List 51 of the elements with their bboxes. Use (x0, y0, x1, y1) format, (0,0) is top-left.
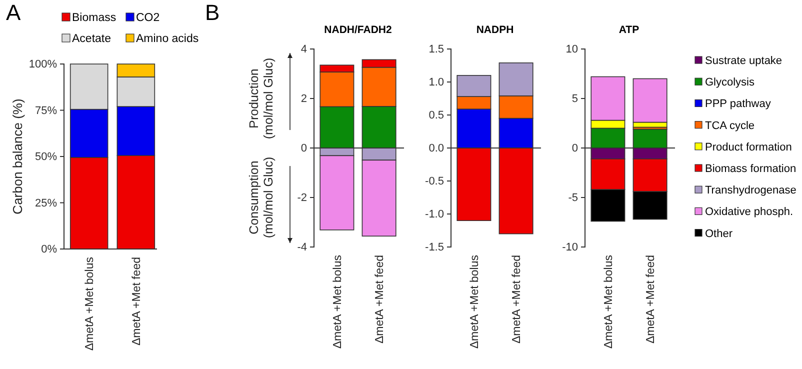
chart-title: ATP (618, 24, 640, 36)
x-tick-label: ΔmetA +Met feed (130, 257, 143, 346)
y-tick-label: -1.5 (425, 242, 444, 254)
legend-label: TCA cycle (705, 120, 755, 132)
y-tick-label: 100% (28, 58, 58, 71)
y-tick-label: 0 (572, 142, 578, 155)
y-tick-label: -0.5 (425, 176, 444, 188)
legend-label: Amino acids (136, 33, 199, 45)
legend-label: Sustrate uptake (705, 55, 782, 67)
x-tick-label: ΔmetA +Met bolus (602, 254, 615, 349)
x-tick-label: ΔmetA +Met feed (645, 255, 658, 344)
y-tick-label: 25% (34, 197, 58, 210)
legend-label: Transhydrogenase (705, 184, 796, 197)
y-tick-label: -10 (562, 242, 578, 254)
y-tick-label: 0 (300, 142, 307, 155)
text: A (6, 0, 21, 25)
chart-title: NADPH (476, 24, 514, 36)
y-tick-label: 5 (572, 93, 578, 106)
legend-label: Product formation (705, 141, 792, 154)
y-tick-label: 0.0 (428, 142, 444, 155)
text: B (205, 0, 220, 25)
y-tick-label: -2 (297, 192, 307, 204)
y-axis-title: Carbon balance (%) (10, 98, 25, 214)
y-tick-label: -1.0 (425, 208, 444, 221)
y-tick-label: -4 (297, 242, 307, 254)
x-tick-label: ΔmetA +Met bolus (468, 254, 481, 349)
y-tick-label: 50% (34, 151, 58, 164)
chart-title: NADH/FADH2 (324, 24, 392, 36)
y-tick-label: -5 (568, 192, 578, 204)
x-tick-label: ΔmetA +Met bolus (84, 256, 96, 351)
x-tick-label: ΔmetA +Met feed (374, 255, 386, 344)
legend-label: Glycolysis (705, 76, 756, 89)
y-tick-label: 0.5 (428, 110, 444, 122)
text: Consumption (mol/mol Gluc) (247, 156, 276, 238)
x-tick-label: ΔmetA +Met bolus (332, 254, 344, 349)
y-tick-label: 1.5 (428, 44, 444, 56)
x-tick-label: ΔmetA +Met feed (511, 255, 524, 344)
y-tick-label: 1.0 (428, 76, 444, 89)
y-tick-label: 4 (300, 44, 307, 56)
legend-label: Biomass formation (705, 163, 796, 175)
legend-label: CO2 (136, 12, 160, 24)
y-tick-label: 2 (300, 93, 307, 106)
y-axis-title: Production (mol/mol Gluc) (247, 58, 276, 140)
legend-label: Other (705, 228, 733, 240)
y-tick-label: 75% (34, 104, 58, 117)
legend-label: PPP pathway (705, 98, 772, 110)
y-tick-label: 10 (566, 44, 578, 56)
legend-label: Acetate (72, 33, 111, 45)
y-tick-label: 0% (41, 244, 58, 256)
legend-label: Oxidative phosph. (705, 206, 794, 218)
legend-label: Biomass (72, 12, 116, 24)
